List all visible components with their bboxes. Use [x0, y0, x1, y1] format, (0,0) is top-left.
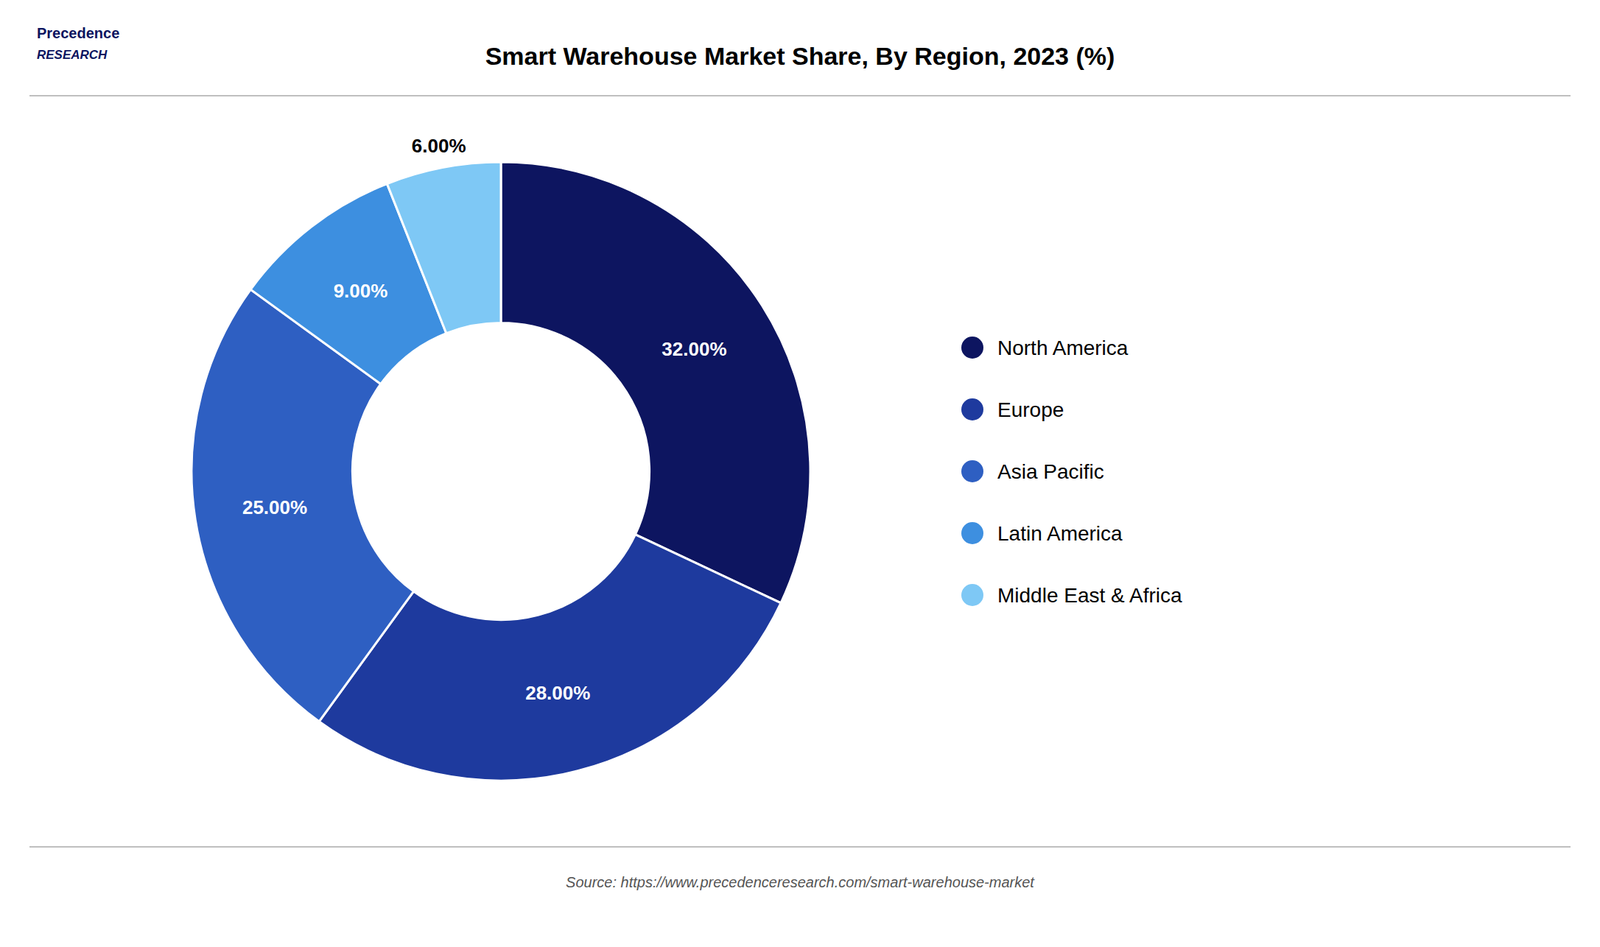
- divider: [29, 95, 1571, 97]
- data-label: 28.00%: [525, 682, 591, 705]
- legend-item: Europe: [961, 398, 1064, 422]
- donut: [191, 162, 811, 781]
- logo-text: RESEARCH: [36, 47, 108, 62]
- legend-swatch: [961, 522, 984, 545]
- legend-swatch: [961, 584, 984, 607]
- data-label: 9.00%: [333, 279, 389, 303]
- slice: [386, 162, 501, 334]
- legend-swatch: [961, 336, 984, 359]
- legend-item: Middle East & Africa: [961, 584, 1183, 607]
- logo-text: Precedence: [36, 25, 120, 42]
- chart: Precedence RESEARCH Smart Warehouse Market…: [0, 0, 1600, 947]
- data-labels: 32.00% 28.00% 25.00% 9.00% 6.00%: [242, 134, 728, 705]
- source: Source: https://www.precedenceresearch.c…: [565, 874, 1035, 891]
- legend-item: Latin America: [961, 522, 1123, 546]
- data-label: 25.00%: [242, 496, 308, 519]
- data-label: 6.00%: [411, 134, 467, 157]
- legend-label: Europe: [997, 398, 1064, 422]
- legend-swatch: [961, 460, 984, 483]
- legend-swatch: [961, 398, 984, 421]
- legend-label: Middle East & Africa: [997, 584, 1183, 607]
- legend-label: North America: [997, 336, 1129, 360]
- slice: [500, 162, 811, 604]
- legend-item: North America: [961, 336, 1129, 360]
- legend-item: Asia Pacific: [961, 460, 1105, 484]
- legend: North America Europe Asia Pacific Latin Ame…: [961, 336, 1183, 607]
- divider: [29, 846, 1571, 848]
- title: Smart Warehouse Market Share, By Region,…: [485, 41, 1116, 70]
- data-label: 32.00%: [661, 338, 727, 361]
- legend-label: Latin America: [997, 522, 1123, 546]
- legend-label: Asia Pacific: [997, 460, 1105, 484]
